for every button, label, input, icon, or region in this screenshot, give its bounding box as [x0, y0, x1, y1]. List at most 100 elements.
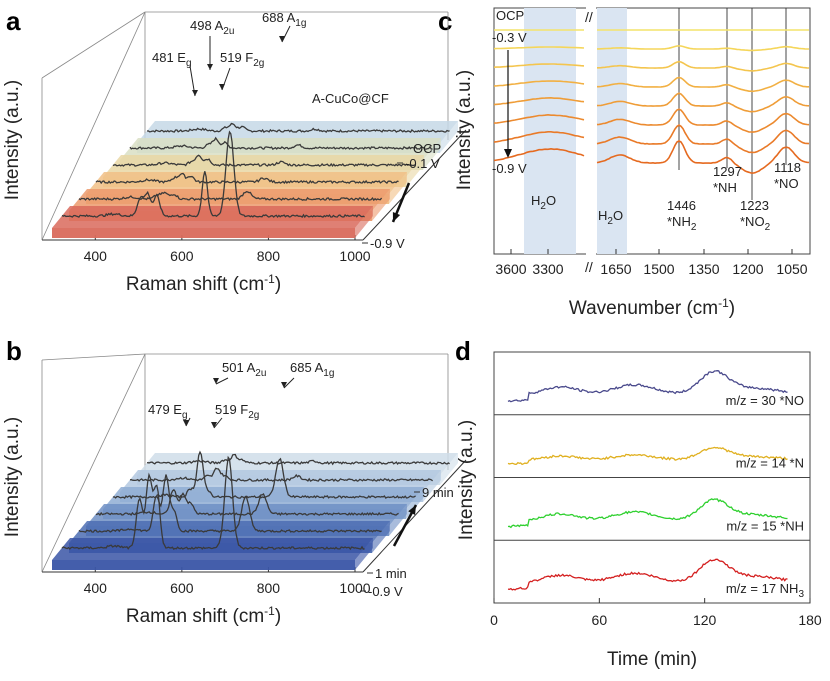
axis-break-gap — [586, 6, 596, 256]
y-axis-label: Intensity (a.u.) — [454, 70, 475, 190]
peak-arrow-1 — [215, 377, 229, 385]
ftir-spectrum-left-4 — [493, 96, 585, 106]
depth-label-2: -0.9 V — [370, 236, 405, 251]
water-label-left: H2O — [531, 193, 556, 212]
x-tick-label: 800 — [257, 248, 281, 264]
dems-trace-1 — [507, 446, 788, 466]
spectrum-line-0 — [61, 455, 365, 551]
spectrum-line-1 — [78, 474, 382, 533]
y-axis-label: Intensity (a.u.) — [2, 80, 23, 200]
sample-label: A-CuCo@CF — [312, 91, 389, 106]
dems-trace-2 — [507, 498, 788, 529]
x-axis-label: Raman shift (cm-1) — [126, 604, 281, 627]
panel-label-d: d — [455, 336, 471, 366]
panel-a: 400 600 800 1000 Raman shift (cm-1) Intensity… — [2, 10, 467, 295]
potential-arrowhead — [504, 149, 512, 158]
spectrum-line-0 — [61, 130, 365, 219]
spectrum-line-1 — [78, 191, 383, 202]
x-tick-label: 120 — [693, 612, 717, 628]
spectrum-line-4 — [129, 467, 434, 483]
spectrum-line-2 — [95, 172, 399, 185]
panel-label-c: c — [438, 6, 452, 36]
ftir-spectrum-right-1 — [597, 45, 809, 52]
ftir-spectrum-left-5 — [493, 113, 585, 124]
ftir-spectrum-right-3 — [597, 76, 809, 93]
x-tick-label: 600 — [170, 248, 194, 264]
x-tick-label: 1500 — [643, 261, 674, 277]
depth-label-1: -0.1 V — [405, 156, 440, 171]
peak-label-0: 479 Eg — [148, 402, 188, 421]
dems-label-1: m/z = 14 *N — [736, 456, 804, 471]
x-tick-label: 180 — [798, 612, 822, 628]
ribbon-3 — [103, 155, 424, 177]
spectrum-line-4 — [129, 136, 433, 151]
dems-trace-3 — [507, 558, 788, 591]
ribbon-side-2 — [389, 504, 407, 536]
panel-d: m/z = 30 *NO m/z = 14 *N m/z = 15 *NH m/z =… — [456, 351, 822, 670]
plot-frame — [493, 7, 811, 255]
ribbon-2 — [86, 504, 407, 526]
peak-label-2: 519 F2g — [215, 402, 259, 421]
ribbon-0 — [52, 206, 373, 228]
panel-b: 400 600 800 1000 Raman shift (cm-1) Intensity… — [2, 353, 467, 627]
dems-label-2: m/z = 15 *NH — [726, 518, 804, 533]
y-axis-label: Intensity (a.u.) — [2, 417, 23, 537]
x-tick-label: 3300 — [532, 261, 563, 277]
x-tick-label: 1200 — [732, 261, 763, 277]
peak-label-2: 519 F2g — [220, 50, 264, 69]
x-tick-label: 0 — [490, 612, 498, 628]
dems-label-3: m/z = 17 NH3 — [726, 581, 805, 600]
ftir-spectrum-right-5 — [596, 108, 810, 133]
x-tick-label: 1350 — [688, 261, 719, 277]
potential-label-1: -0.3 V — [492, 30, 527, 45]
depth-label-1: 1 min — [375, 566, 407, 581]
potential-label-0: OCP — [496, 8, 524, 23]
series-direction-arrowhead — [392, 212, 401, 222]
peak-arrow-3 — [283, 377, 295, 389]
band-value-2: 1223 — [740, 198, 769, 213]
peak-arrowhead-1 — [213, 378, 219, 384]
potential-label-2: -0.9 V — [492, 161, 527, 176]
depth-axis-line — [41, 11, 146, 241]
ribbon-side-0 — [355, 538, 373, 570]
ribbon-5 — [137, 121, 458, 143]
ftir-spectrum-right-2 — [597, 60, 810, 72]
peak-arrowhead-3 — [281, 382, 287, 388]
x-tick-label: 60 — [592, 612, 608, 628]
series-direction-arrowhead — [408, 505, 416, 515]
water-label-right: H2O — [598, 208, 623, 227]
depth-axis — [362, 459, 467, 573]
x-tick-label: 400 — [84, 580, 108, 596]
band-species-3: *NO — [774, 176, 799, 191]
depth-axis-line — [41, 353, 146, 573]
peak-arrowhead-1 — [207, 64, 213, 70]
depth-label-0: 9 min — [422, 485, 454, 500]
ribbon-side-1 — [372, 521, 390, 553]
dems-trace-0 — [507, 370, 788, 403]
ribbon-side-3 — [406, 155, 424, 187]
ribbon-side-1 — [372, 189, 390, 221]
x-tick-label: 1000 — [339, 248, 370, 264]
x-tick-label: 600 — [170, 580, 194, 596]
ribbon-front-0 — [52, 228, 355, 238]
axis-break-mark-bottom: // — [585, 259, 593, 275]
ftir-spectrum-left-6 — [493, 131, 585, 143]
x-tick-label: 1050 — [776, 261, 807, 277]
band-value-0: 1446 — [667, 198, 696, 213]
peak-arrow-3 — [281, 25, 291, 43]
ftir-spectrum-left-3 — [493, 80, 585, 87]
ribbon-side-2 — [389, 172, 407, 204]
spectrum-line-5 — [146, 122, 450, 134]
depth-label-2: -0.9 V — [368, 584, 403, 599]
ftir-spectrum-right-6 — [596, 124, 810, 154]
peak-arrowhead-0 — [192, 90, 198, 96]
panel-c: // // OCP -0.3 V -0.9 V H2O H2O 1446*NH2 1297*NH… — [454, 6, 811, 319]
peak-arrowhead-2 — [219, 84, 225, 90]
spectrum-line-2 — [95, 488, 399, 517]
axis-break-mark-top: // — [585, 9, 593, 25]
band-species-1: *NH — [713, 180, 737, 195]
ftir-spectrum-right-7 — [596, 139, 810, 174]
peak-label-1: 498 A2u — [190, 18, 234, 37]
peak-label-1: 501 A2u — [222, 360, 266, 379]
